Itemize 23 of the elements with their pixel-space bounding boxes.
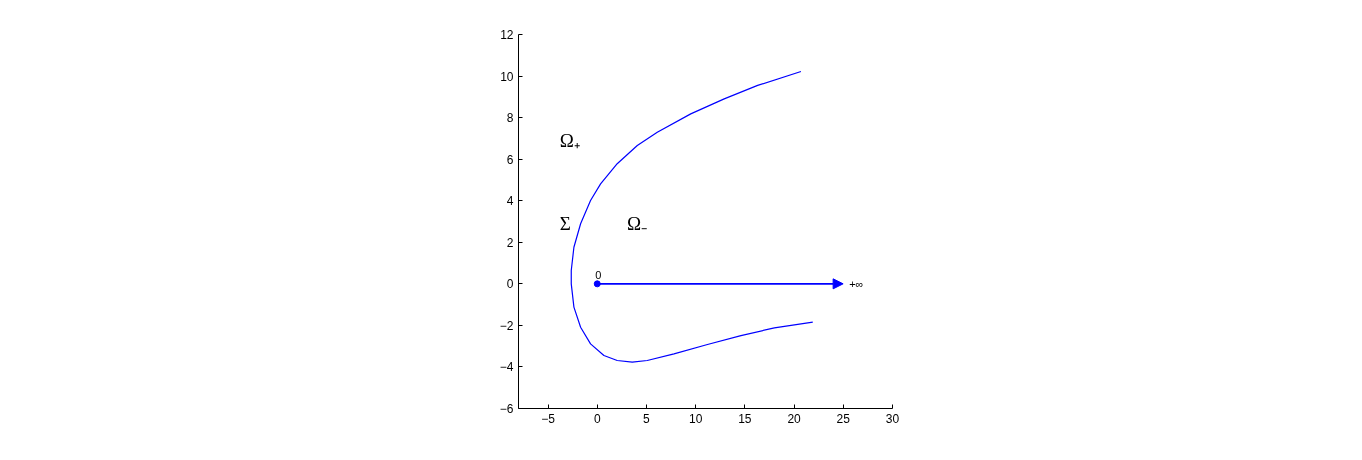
y-tick-label: 4 — [506, 194, 514, 209]
annotation: +∞ — [849, 277, 864, 290]
y-tick-label: 6 — [506, 152, 514, 167]
y-tick-label: 0 — [506, 277, 514, 292]
x-tick-label: 30 — [885, 411, 900, 426]
y-tick-label: 10 — [500, 69, 514, 84]
x-tick-label: 25 — [836, 411, 851, 426]
x-tick-label: 20 — [787, 411, 802, 426]
y-tick-label: −4 — [499, 360, 514, 375]
annotation: Σ — [559, 213, 571, 235]
annotation: 0 — [595, 268, 602, 281]
y-tick-label: 12 — [500, 28, 514, 42]
y-tick-label: 8 — [506, 111, 514, 126]
y-tick-label: −2 — [499, 318, 514, 333]
x-tick-label: −5 — [541, 411, 556, 426]
y-tick-label: −6 — [499, 402, 514, 416]
annotation: Ω₋ — [626, 213, 648, 235]
x-tick-label: 0 — [593, 411, 601, 426]
x-tick-label: 10 — [688, 411, 703, 426]
y-tick-label: 2 — [506, 235, 514, 250]
annotation: Ω₊ — [559, 129, 580, 151]
x-tick-label: 5 — [643, 411, 651, 426]
x-tick-label: 15 — [738, 411, 752, 426]
